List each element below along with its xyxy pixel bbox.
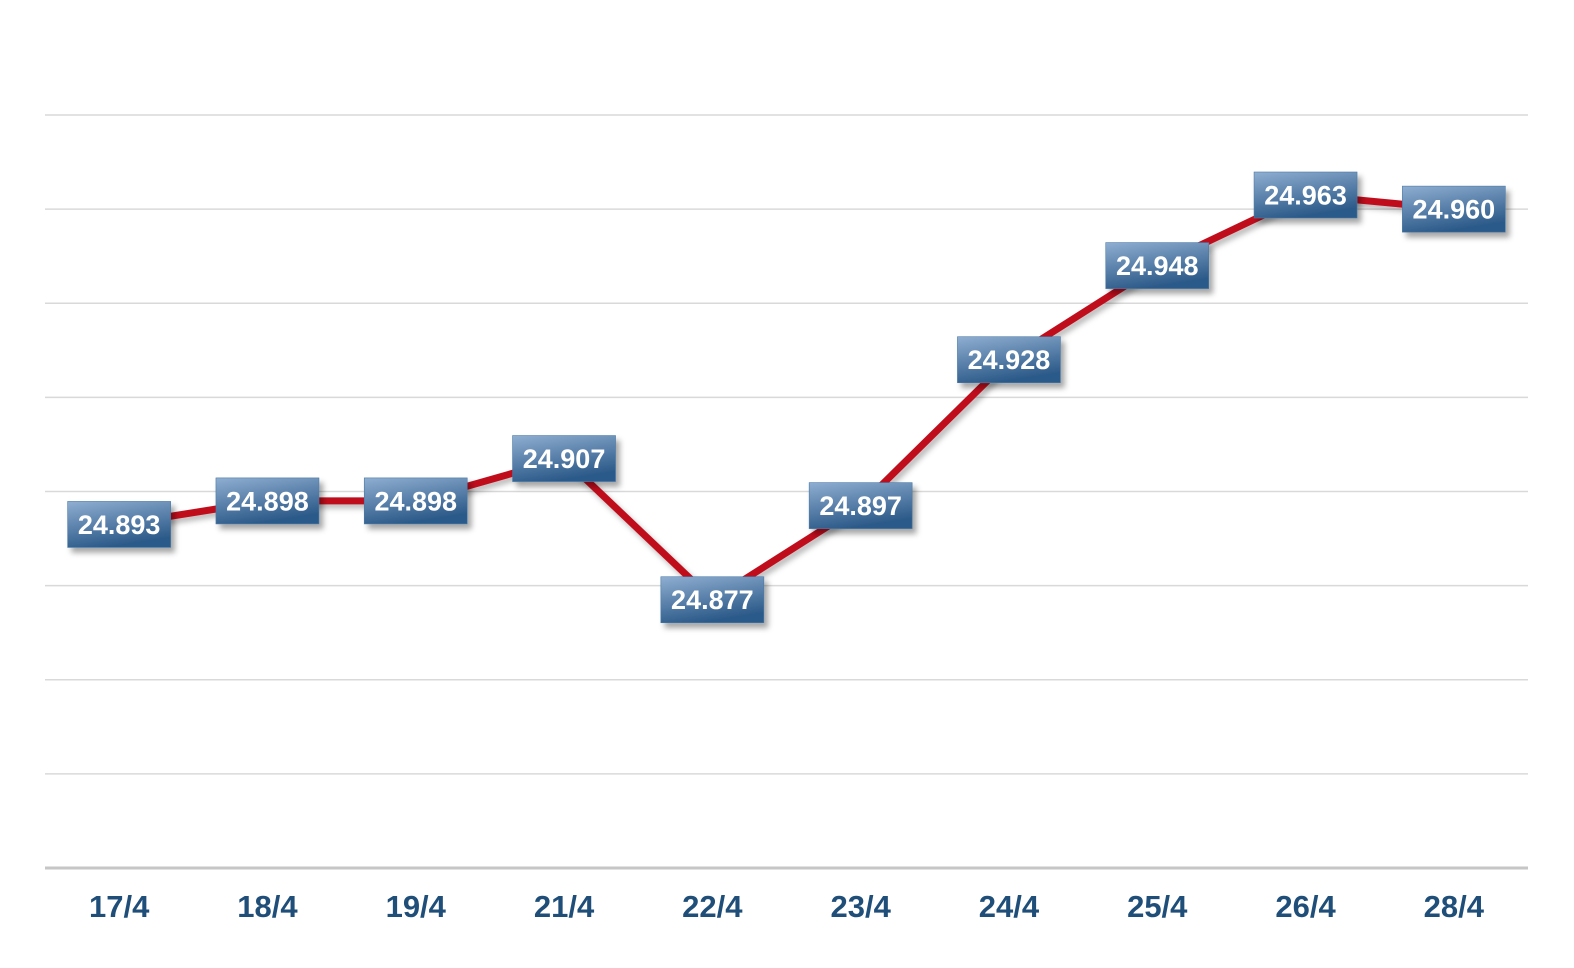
data-label-value: 24.928 [968,345,1051,375]
data-label-box [1105,242,1210,289]
data-labels: 24.893 24.898 24.898 24.907 24.877 24.897 24.9… [67,171,1506,624]
data-label-box [808,482,913,529]
data-label-box [363,477,468,525]
x-tick-label: 19/4 [386,889,447,924]
data-label-value: 24.897 [819,491,902,521]
x-tick-label: 28/4 [1424,889,1485,924]
data-label-box [215,477,320,525]
data-label-box [660,576,765,624]
data-label-box [957,336,1061,384]
price-line [115,191,1458,604]
x-axis: 17/4 18/4 19/4 21/4 22/4 23/4 24/4 25/4 26/4 28/4 [45,866,1528,924]
x-tick-label: 23/4 [830,889,891,924]
data-label-value: 24.948 [1116,251,1199,281]
x-tick-label: 24/4 [979,889,1040,924]
price-line-series [115,191,1458,604]
data-label-box [67,501,171,548]
data-label-value: 24.963 [1264,181,1347,211]
data-label-value: 24.907 [523,444,606,474]
data-label-box [1253,171,1358,219]
x-tick-label: 18/4 [237,889,298,924]
x-tick-label: 17/4 [89,889,150,924]
data-label-value: 24.898 [374,486,457,516]
x-tick-label: 22/4 [682,889,743,924]
x-tick-label: 21/4 [534,889,595,924]
data-label-value: 24.877 [671,585,754,615]
x-tick-label: 26/4 [1275,889,1336,924]
data-label-value: 24.893 [78,510,161,540]
data-label-value: 24.898 [226,486,309,516]
x-tick-label: 25/4 [1127,889,1188,924]
data-label-value: 24.960 [1413,195,1496,225]
data-label-box [512,435,616,482]
data-label-box [1402,185,1506,233]
